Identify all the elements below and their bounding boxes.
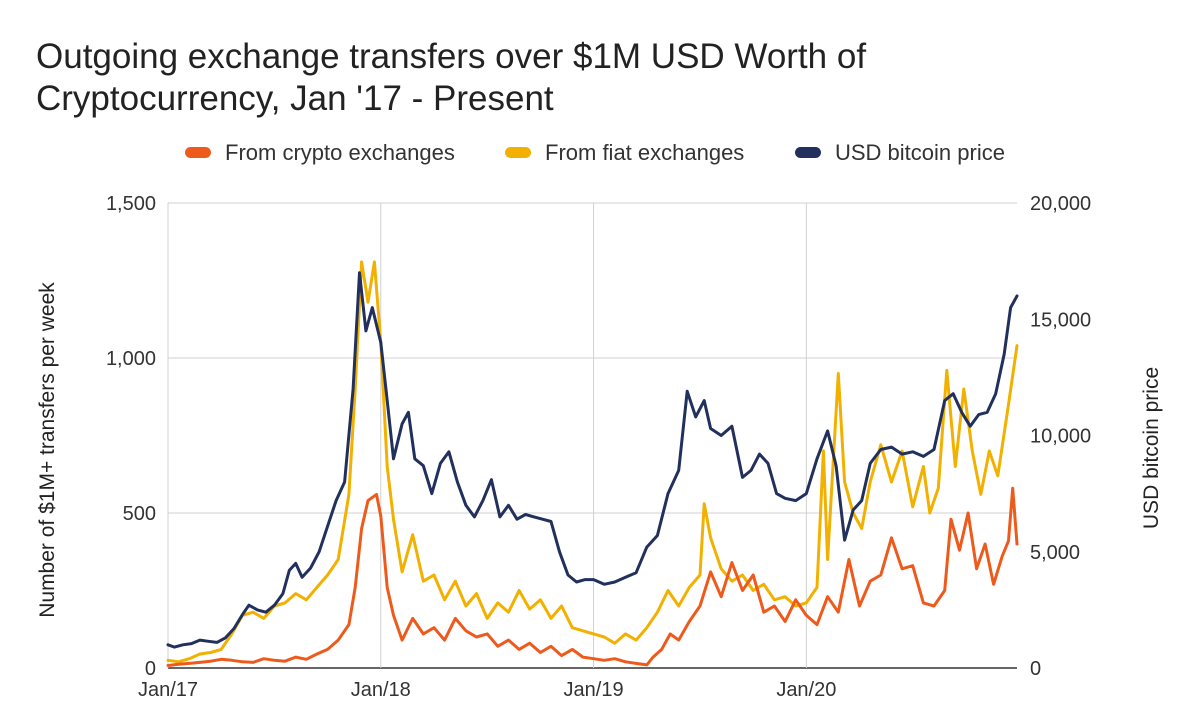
x-tick-label: Jan/18 xyxy=(351,679,411,701)
y2-tick-label: 15,000 xyxy=(1030,309,1091,331)
legend-label-fiat: From fiat exchanges xyxy=(545,140,745,165)
y-tick-label: 1,000 xyxy=(106,348,156,370)
legend-swatch-fiat xyxy=(505,146,531,158)
legend-item-btc: USD bitcoin price xyxy=(795,140,1005,166)
y2-tick-label: 5,000 xyxy=(1030,542,1080,564)
chart-title: Outgoing exchange transfers over $1M USD… xyxy=(36,36,1136,120)
y2-tick-label: 20,000 xyxy=(1030,193,1091,215)
y2-tick-label: 0 xyxy=(1030,658,1041,680)
y-axis-label: Number of $1M+ transfers per week xyxy=(36,282,59,618)
y2-tick-label: 10,000 xyxy=(1030,426,1091,448)
x-tick-label: Jan/20 xyxy=(776,679,836,701)
x-tick-label: Jan/19 xyxy=(564,679,624,701)
tick-labels: 0 500 1,000 1,500 0 5,000 10,000 15,000 20,000 Ja… xyxy=(106,193,1091,701)
legend-item-crypto: From crypto exchanges xyxy=(185,140,455,166)
legend-swatch-btc xyxy=(795,146,821,158)
series-line-btc xyxy=(166,271,1019,649)
legend: From crypto exchanges From fiat exchange… xyxy=(0,140,1198,166)
gridlines xyxy=(167,202,1017,669)
chart-title-line-1: Outgoing exchange transfers over $1M USD… xyxy=(36,37,867,76)
legend-label-btc: USD bitcoin price xyxy=(835,140,1005,165)
y-tick-label: 500 xyxy=(123,503,156,525)
legend-item-fiat: From fiat exchanges xyxy=(505,140,744,166)
legend-label-crypto: From crypto exchanges xyxy=(225,140,455,165)
series-line-crypto xyxy=(166,486,1019,667)
series-lines xyxy=(166,260,1019,667)
x-tick-label: Jan/17 xyxy=(138,679,198,701)
chart-title-line-2: Cryptocurrency, Jan '17 - Present xyxy=(36,79,554,118)
y-tick-label: 1,500 xyxy=(106,193,156,215)
y2-axis-label: USD bitcoin price xyxy=(1140,367,1163,529)
legend-swatch-crypto xyxy=(185,146,211,158)
series-line-fiat xyxy=(166,260,1019,664)
y-tick-label: 0 xyxy=(145,658,156,680)
